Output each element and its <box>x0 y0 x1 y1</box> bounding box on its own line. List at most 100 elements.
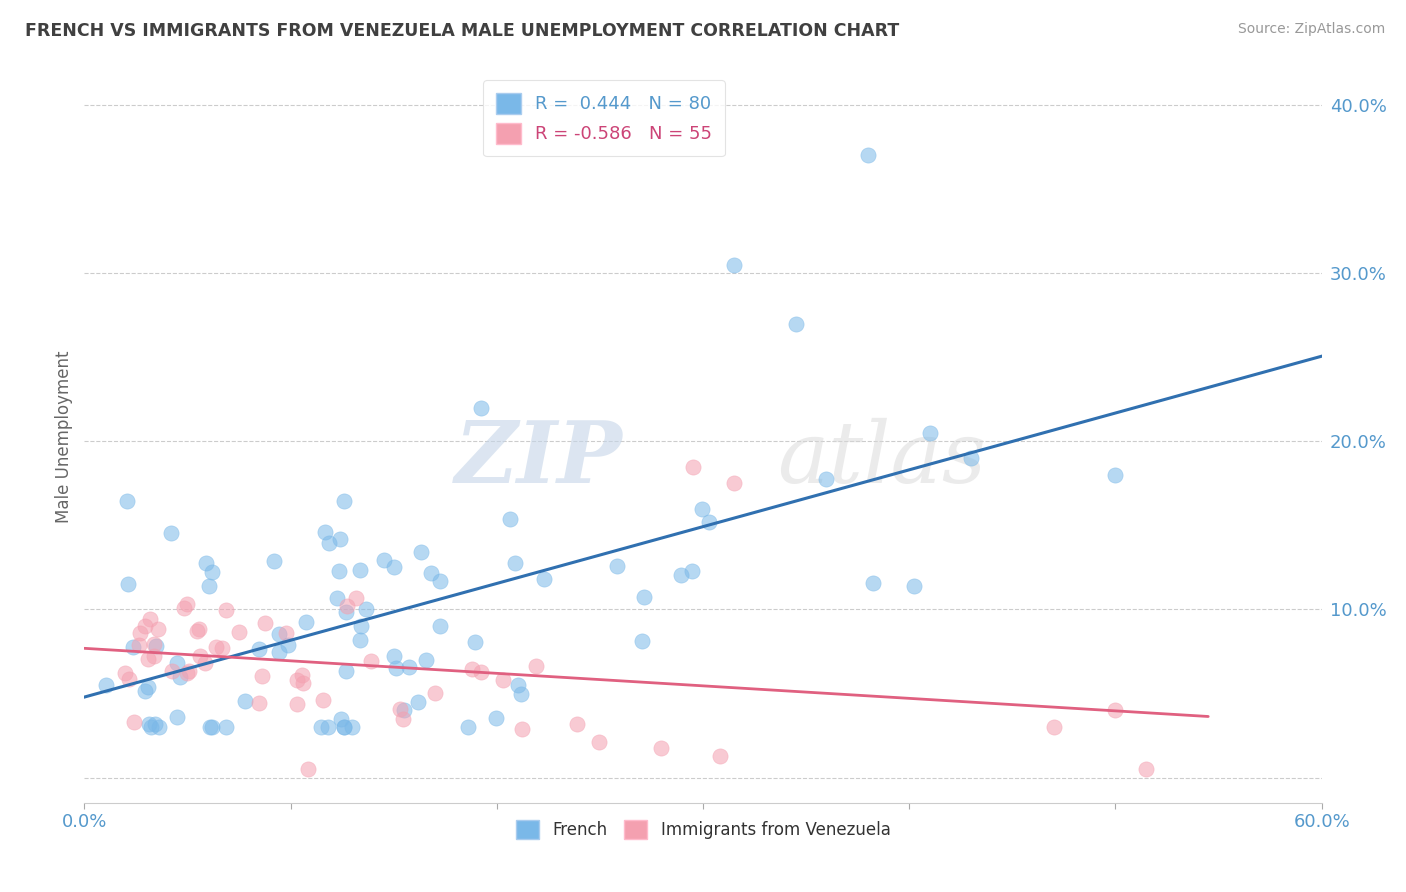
Point <box>960 451 983 466</box>
Point <box>195 556 218 570</box>
Point <box>690 502 713 516</box>
Point <box>588 735 610 749</box>
Point <box>186 624 208 638</box>
Point <box>508 678 530 692</box>
Point <box>285 673 308 687</box>
Point <box>373 553 395 567</box>
Point <box>309 720 332 734</box>
Y-axis label: Male Unemployment: Male Unemployment <box>55 351 73 524</box>
Point <box>344 591 367 605</box>
Point <box>292 676 315 690</box>
Point <box>903 579 925 593</box>
Point <box>335 606 357 620</box>
Point <box>681 564 703 578</box>
Point <box>1104 703 1126 717</box>
Point <box>194 656 217 670</box>
Point <box>253 616 276 631</box>
Point <box>214 603 236 617</box>
Point <box>354 602 377 616</box>
Point <box>160 525 183 540</box>
Point <box>349 563 371 577</box>
Point <box>533 572 555 586</box>
Point <box>682 459 704 474</box>
Point <box>297 762 319 776</box>
Point <box>249 696 271 710</box>
Point <box>201 720 224 734</box>
Point <box>198 579 221 593</box>
Point <box>785 317 807 331</box>
Point <box>169 670 191 684</box>
Point <box>318 535 340 549</box>
Point <box>606 558 628 573</box>
Point <box>285 697 308 711</box>
Point <box>139 720 162 734</box>
Point <box>382 649 405 664</box>
Point <box>630 634 652 648</box>
Point <box>332 720 354 734</box>
Point <box>277 638 299 652</box>
Point <box>250 669 273 683</box>
Point <box>176 666 198 681</box>
Point <box>650 740 672 755</box>
Point <box>385 661 408 675</box>
Point <box>233 694 256 708</box>
Point <box>420 566 443 580</box>
Point <box>142 637 165 651</box>
Point <box>723 258 745 272</box>
Point <box>176 597 198 611</box>
Point <box>128 625 150 640</box>
Point <box>198 720 221 734</box>
Point <box>565 717 588 731</box>
Point <box>382 559 405 574</box>
Point <box>139 612 162 626</box>
Point <box>328 564 350 578</box>
Point <box>457 720 479 734</box>
Point <box>145 640 167 654</box>
Point <box>311 693 333 707</box>
Point <box>335 664 357 678</box>
Point <box>143 649 166 664</box>
Point <box>633 591 655 605</box>
Point <box>333 494 356 508</box>
Point <box>391 712 413 726</box>
Text: FRENCH VS IMMIGRANTS FROM VENEZUELA MALE UNEMPLOYMENT CORRELATION CHART: FRENCH VS IMMIGRANTS FROM VENEZUELA MALE… <box>25 22 900 40</box>
Point <box>485 711 508 725</box>
Point <box>228 624 250 639</box>
Point <box>499 511 522 525</box>
Point <box>709 748 731 763</box>
Point <box>491 673 513 687</box>
Point <box>856 148 879 162</box>
Point <box>211 640 233 655</box>
Point <box>188 649 211 664</box>
Point <box>160 665 183 679</box>
Point <box>329 532 352 546</box>
Point <box>134 618 156 632</box>
Point <box>429 618 451 632</box>
Point <box>128 638 150 652</box>
Point <box>200 565 222 579</box>
Point <box>360 653 382 667</box>
Legend: French, Immigrants from Venezuela: French, Immigrants from Venezuela <box>509 814 897 846</box>
Point <box>136 652 159 666</box>
Point <box>509 687 531 701</box>
Point <box>269 644 291 658</box>
Point <box>464 634 486 648</box>
Point <box>699 516 721 530</box>
Point <box>336 599 359 613</box>
Point <box>295 615 318 630</box>
Point <box>215 720 238 734</box>
Point <box>143 716 166 731</box>
Point <box>173 601 195 615</box>
Point <box>122 640 145 655</box>
Point <box>148 720 170 734</box>
Point <box>326 591 349 605</box>
Point <box>122 715 145 730</box>
Point <box>470 665 492 679</box>
Point <box>166 656 188 670</box>
Point <box>425 686 447 700</box>
Point <box>669 567 692 582</box>
Point <box>333 720 356 734</box>
Point <box>415 653 437 667</box>
Point <box>406 696 429 710</box>
Point <box>136 680 159 694</box>
